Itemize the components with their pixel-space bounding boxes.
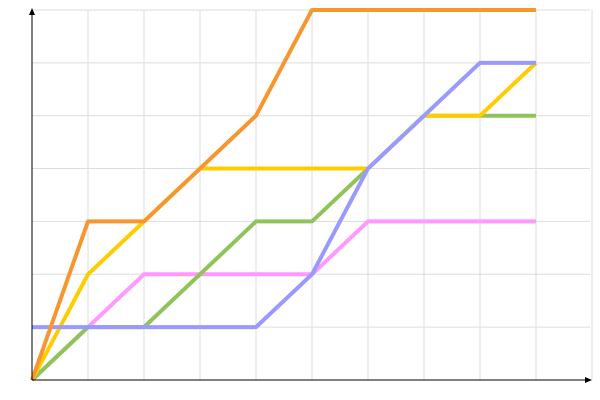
grid: [32, 9, 593, 380]
series-group: [30, 7, 538, 382]
y-axis-arrow-icon: [29, 8, 35, 15]
series-line-4: [32, 60, 536, 330]
series-line-5: [30, 7, 536, 381]
series-line-2: [30, 113, 536, 382]
x-axis-arrow-icon: [585, 377, 592, 383]
axes: [29, 8, 592, 383]
